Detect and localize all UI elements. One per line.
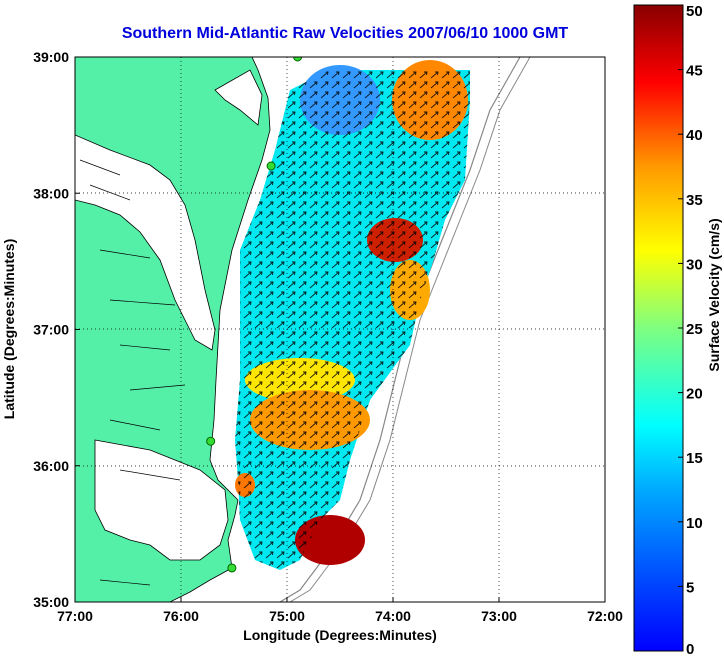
colorbar-tick-label: 5 [686, 579, 694, 596]
y-tick-label: 35:00 [33, 594, 69, 610]
grid-lines [75, 57, 605, 602]
colorbar-label: Surface Velocity (cm/s) [706, 218, 722, 371]
y-tick-label: 36:00 [33, 458, 69, 474]
colorbar [633, 4, 684, 652]
colorbar-tick-label: 45 [686, 63, 703, 80]
colorbar-tick-label: 35 [686, 192, 703, 209]
delaware-bay [214, 69, 263, 126]
chart-title: Southern Mid-Atlantic Raw Velocities 200… [122, 25, 569, 42]
station-markers [206, 57, 303, 573]
y-tick-label: 38:00 [33, 185, 69, 201]
x-axis-label: Longitude (Degrees:Minutes) [243, 627, 437, 643]
colorbar-tick-label: 0 [686, 641, 694, 658]
colorbar-ticks: 0 5 10 15 20 25 30 35 40 45 50 [678, 3, 703, 658]
x-axis-ticks: 77:00 76:00 75:00 74:00 73:00 72:00 [57, 597, 623, 624]
colorbar-tick-label: 30 [686, 256, 703, 273]
x-tick-label: 77:00 [57, 608, 93, 624]
x-tick-label: 73:00 [481, 608, 517, 624]
station-marker [266, 161, 276, 171]
y-tick-label: 39:00 [33, 49, 69, 65]
x-tick-label: 75:00 [269, 608, 305, 624]
colorbar-tick-label: 20 [686, 386, 703, 403]
station-marker [293, 57, 303, 62]
river-lines [79, 159, 186, 586]
y-tick-label: 37:00 [33, 322, 69, 338]
pamlico-sound [94, 439, 229, 561]
y-axis-ticks: 39:00 38:00 37:00 36:00 35:00 [33, 49, 80, 610]
colorbar-tick-label: 25 [686, 321, 703, 338]
x-tick-label: 72:00 [587, 608, 623, 624]
station-marker [206, 436, 216, 446]
colorbar-tick-label: 10 [686, 515, 703, 532]
y-axis-label: Latitude (Degrees:Minutes) [1, 239, 17, 419]
chesapeake-bay [75, 134, 216, 351]
station-marker [227, 563, 237, 573]
colorbar-tick-label: 40 [686, 127, 703, 144]
colorbar-tick-label: 15 [686, 450, 703, 467]
x-tick-label: 74:00 [375, 608, 411, 624]
x-tick-label: 76:00 [163, 608, 199, 624]
colorbar-tick-label: 50 [686, 3, 703, 20]
